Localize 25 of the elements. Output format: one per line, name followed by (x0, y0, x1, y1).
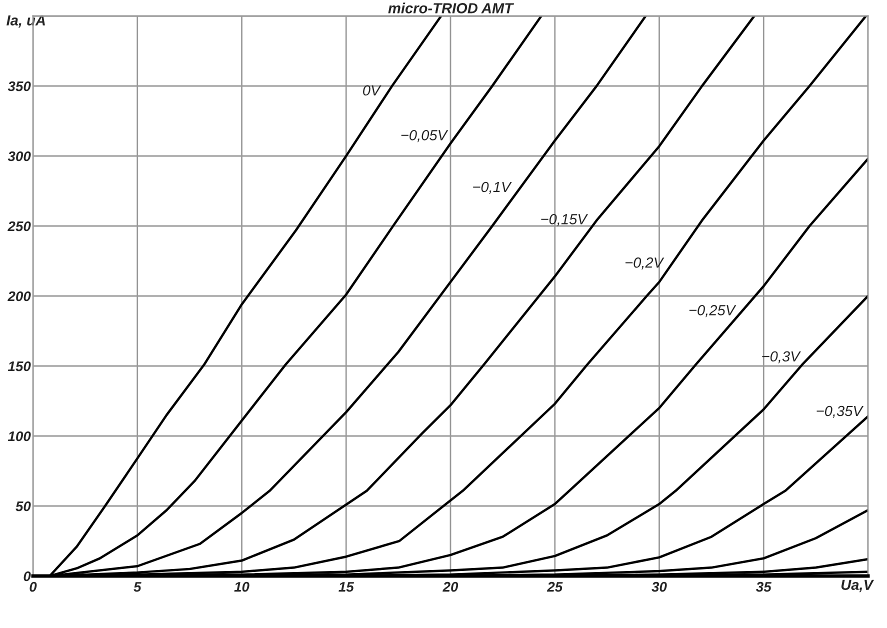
x-tick-label: 20 (442, 582, 458, 592)
annotation: −0,25V (689, 305, 736, 318)
y-tick-label: 0 (24, 571, 31, 582)
annotation: −0,1V (473, 182, 512, 194)
annotation: 0V (363, 85, 382, 96)
chart-title: micro-TRIOD AMT (388, 2, 514, 14)
y-tick-label: 200 (8, 291, 31, 302)
x-tick-label: 10 (234, 582, 250, 592)
y-tick-label: 50 (16, 501, 31, 512)
x-tick-label: 30 (652, 582, 667, 592)
annotation: −0,2V (626, 257, 664, 270)
y-tick-label: 100 (8, 431, 31, 442)
annotation: −0,3V (762, 351, 801, 364)
annotation: −0,15V (541, 214, 588, 226)
x-tick-label: 35 (756, 582, 772, 592)
annotation: −0,35V (816, 406, 864, 418)
y-tick-label: 150 (8, 361, 31, 372)
x-tick-label: 25 (546, 582, 563, 592)
x-tick-label: 15 (338, 582, 354, 592)
x-axis-title: Ua,V (841, 580, 874, 592)
annotation: −0,05V (401, 130, 448, 142)
y-tick-label: 250 (8, 221, 31, 232)
y-tick-label: 350 (8, 81, 31, 92)
y-tick-label: 300 (8, 151, 31, 162)
x-tick-label: 5 (134, 582, 142, 592)
